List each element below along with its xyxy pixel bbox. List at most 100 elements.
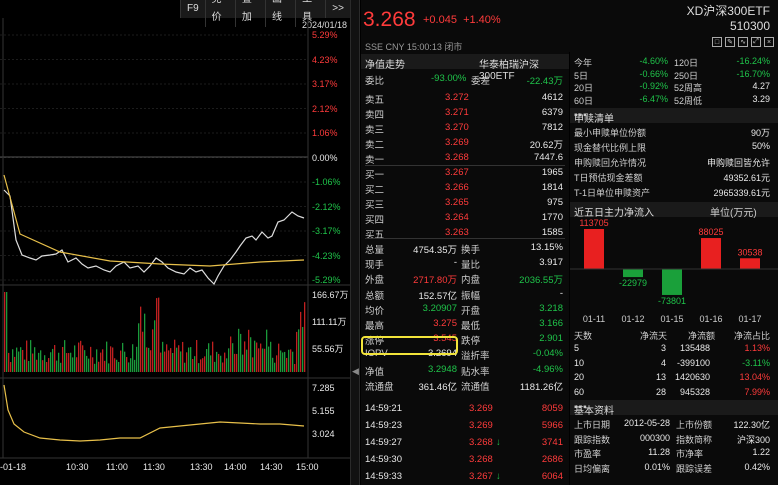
perf-value: -16.70% xyxy=(736,68,770,79)
volume-bar xyxy=(174,339,176,372)
bid-row[interactable]: 买四 3.264 1770 xyxy=(361,210,569,226)
stat-label: 净值 xyxy=(365,366,385,378)
volume-bar xyxy=(46,362,48,372)
volume-bar xyxy=(94,363,96,372)
toolbar-item[interactable]: 叠加 xyxy=(234,0,265,27)
basic-label: 指数简称 xyxy=(676,434,713,445)
stat-value: 3.218 xyxy=(539,302,563,314)
perf-label: 今年 xyxy=(574,58,593,68)
volume-bar xyxy=(292,351,294,372)
volume-bar xyxy=(220,355,222,372)
ask-price: 3.272 xyxy=(445,92,469,103)
toolbar-item[interactable]: 工具 xyxy=(295,0,325,27)
volume-bar xyxy=(56,360,58,372)
toolbar-item[interactable]: 画线 xyxy=(264,0,295,27)
window-icon[interactable]: □ xyxy=(712,37,722,47)
basic-row: 市盈率 11.28 市净率 1.22 xyxy=(570,446,778,459)
volume-bar xyxy=(100,352,102,372)
volume-bar xyxy=(130,358,132,372)
flow-pct: -3.11% xyxy=(742,357,770,368)
bid-row[interactable]: 买五 3.263 1585 xyxy=(361,225,569,241)
collapse-arrow-icon[interactable]: ◀ xyxy=(352,366,359,376)
intraday-chart[interactable]: F9竞价叠加画线工具>> 2024/01/18 5.29% 4.23% 3.17% 2… xyxy=(0,0,350,485)
volume-bar xyxy=(178,345,180,372)
flow-bar xyxy=(740,258,760,269)
ask-row[interactable]: 卖二 3.269 20.62万 xyxy=(361,135,569,151)
bid-label: 买一 xyxy=(365,170,385,181)
pct-tick: 3.17% xyxy=(312,79,338,89)
pct-tick: -1.06% xyxy=(312,177,341,187)
market-status: SSE CNY 15:00:13 闭市 xyxy=(365,42,463,52)
volume-bar xyxy=(204,356,206,372)
bid-price: 3.264 xyxy=(445,212,469,223)
volume-bar xyxy=(210,355,212,372)
edit-icon[interactable]: ✎ xyxy=(725,37,735,47)
sg-value: 申购赎回皆允许 xyxy=(706,158,770,168)
basic-header[interactable]: 基本资料 ▪▪▪ xyxy=(570,400,778,417)
volume-bar xyxy=(70,352,72,372)
volume-bar xyxy=(108,363,110,372)
trade-price: 3.268 xyxy=(469,454,493,465)
volume-bar xyxy=(80,340,82,372)
nav-header[interactable]: 净值走势 华泰柏瑞沪深300ETF xyxy=(361,54,569,82)
basic-label: 市净率 xyxy=(676,449,704,459)
volume-bar xyxy=(300,311,302,372)
volume-bar xyxy=(18,351,20,372)
basic-value: 0.01% xyxy=(644,461,670,472)
volume-bar xyxy=(304,302,306,372)
volume-bar xyxy=(134,359,136,372)
ask-row[interactable]: 卖一 3.268 7447.6 xyxy=(361,150,569,166)
close-icon[interactable]: × xyxy=(764,37,774,47)
col-head: 净流占比 xyxy=(733,331,770,341)
ask-label: 卖二 xyxy=(365,140,385,151)
stat-label: 均价 xyxy=(365,305,385,317)
stat-row: 总额 152.57亿 振幅 - xyxy=(361,286,569,302)
volume-bar xyxy=(142,331,144,372)
expand-icon[interactable]: ⤢ xyxy=(751,37,761,47)
perf-label: 20日 xyxy=(574,83,594,93)
stat-row: 净值 3.2948 贴水率 -4.96% xyxy=(361,362,569,378)
flow-header[interactable]: 近五日主力净流入 单位(万元) xyxy=(570,202,778,219)
toolbar-item[interactable]: F9 xyxy=(180,0,205,18)
stat-row: 均价 3.20907 开盘 3.218 xyxy=(361,301,569,317)
bid-row[interactable]: 买三 3.265 975 xyxy=(361,195,569,211)
bid-row[interactable]: 买一 3.267 1965 xyxy=(361,165,569,181)
panel-divider[interactable] xyxy=(350,0,360,485)
volume-bar xyxy=(62,346,64,372)
perf-value: -0.66% xyxy=(639,68,668,79)
volume-bar xyxy=(158,297,160,372)
stat-value: 361.46亿 xyxy=(418,381,457,393)
sg-row: 现金替代比例上限 50% xyxy=(570,140,778,153)
volume-bar xyxy=(252,357,254,372)
volume-bar xyxy=(164,351,166,372)
trade-row: 14:59:33 3.267 ↓ 6064 xyxy=(361,469,569,484)
volume-bar xyxy=(102,349,104,372)
flow-amount: 135488 xyxy=(679,343,710,353)
volume-bar xyxy=(224,352,226,372)
volume-bar xyxy=(208,343,210,372)
ask-row[interactable]: 卖三 3.270 7812 xyxy=(361,120,569,136)
ask-row[interactable]: 卖五 3.272 4612 xyxy=(361,90,569,106)
sg-value: 90万 xyxy=(750,128,770,138)
volume-bar xyxy=(268,346,270,372)
stat-value: 13.15% xyxy=(530,242,563,253)
volume-bar xyxy=(256,342,258,372)
toolbar-item[interactable]: >> xyxy=(325,0,350,18)
bid-row[interactable]: 买二 3.266 1814 xyxy=(361,180,569,196)
toolbar-item[interactable]: 竞价 xyxy=(204,0,235,27)
time-label: 11:30 xyxy=(143,462,165,472)
security-name: XD沪深300ETF xyxy=(686,4,770,18)
sg-header[interactable]: 申赎清单 ▪▪▪ xyxy=(570,108,778,125)
stat-row: 涨停 3.545 跌停 2.901 xyxy=(361,331,569,347)
stat-label: 总额 xyxy=(365,290,385,302)
volume-bar xyxy=(144,313,146,372)
stat-value: 3.917 xyxy=(539,257,563,269)
volume-bar xyxy=(38,352,40,372)
ask-row[interactable]: 卖四 3.271 6379 xyxy=(361,105,569,121)
lower-tick: 3.024 xyxy=(312,429,335,439)
trade-time: 14:59:27 xyxy=(365,437,402,448)
volume-bar xyxy=(266,329,268,372)
volume-bar xyxy=(104,360,106,372)
flow-row: 10 4 -399100 -3.11% xyxy=(570,357,778,370)
chart-icon[interactable]: ∿ xyxy=(738,37,748,47)
